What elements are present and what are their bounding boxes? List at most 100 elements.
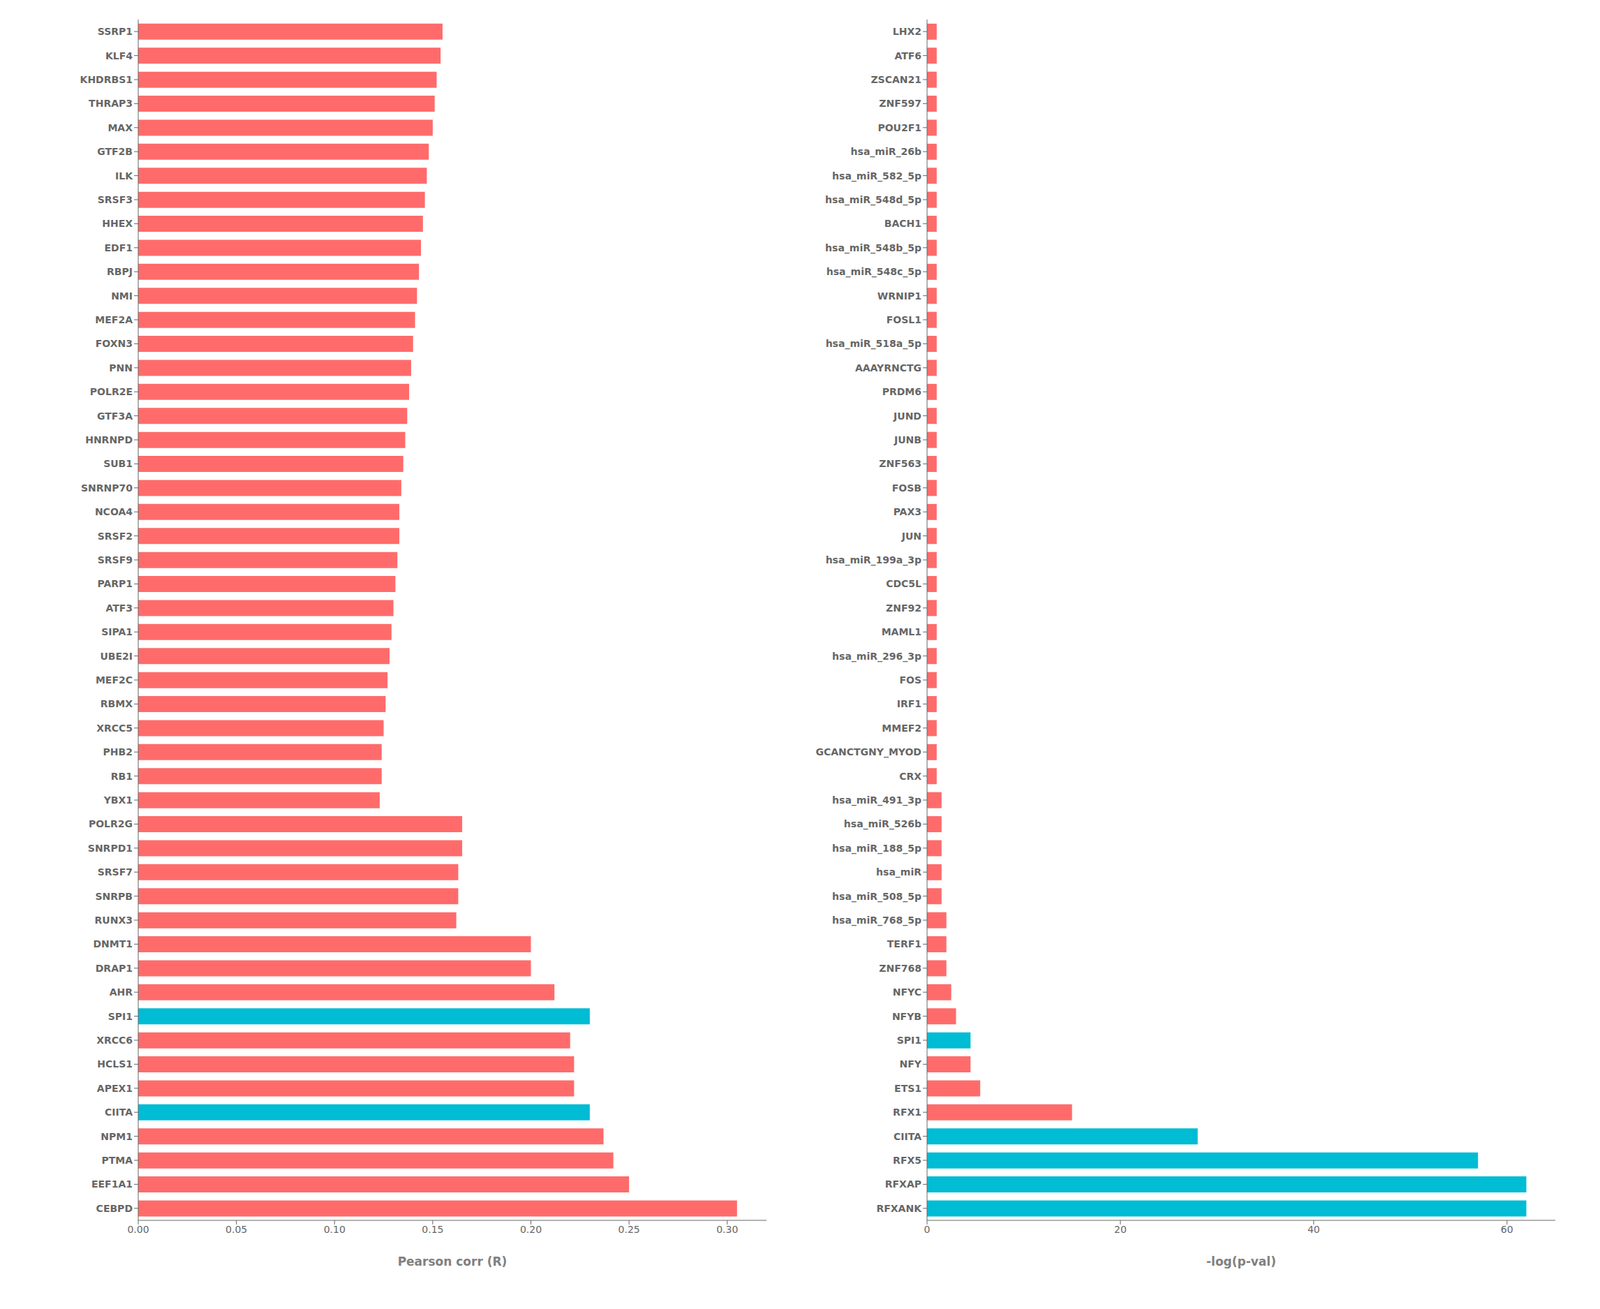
svg-text:NFYC: NFYC [892, 986, 922, 998]
svg-text:THRAP3: THRAP3 [88, 97, 133, 109]
svg-text:PNN: PNN [108, 362, 133, 374]
svg-text:SPI1: SPI1 [897, 1034, 922, 1046]
svg-text:0: 0 [924, 1223, 931, 1235]
svg-text:FOSL1: FOSL1 [886, 314, 922, 326]
svg-text:SRSF3: SRSF3 [97, 194, 133, 206]
svg-text:ZNF597: ZNF597 [878, 97, 922, 109]
svg-text:hsa_miR_518a_5p: hsa_miR_518a_5p [825, 337, 922, 350]
svg-text:JUN: JUN [901, 530, 922, 542]
svg-text:RBPJ: RBPJ [106, 265, 133, 278]
svg-text:XRCC6: XRCC6 [96, 1034, 133, 1046]
svg-text:PARP1: PARP1 [97, 578, 133, 590]
svg-text:NPM1: NPM1 [100, 1130, 133, 1143]
svg-text:ATF3: ATF3 [105, 602, 133, 614]
svg-text:GCANCTGNY_MYOD: GCANCTGNY_MYOD [815, 746, 922, 759]
svg-text:PTMA: PTMA [101, 1154, 133, 1166]
svg-text:FOSB: FOSB [892, 482, 922, 494]
svg-text:HHEX: HHEX [101, 217, 133, 229]
svg-text:SIPA1: SIPA1 [101, 626, 133, 638]
svg-text:hsa_miR: hsa_miR [876, 866, 922, 879]
svg-text:hsa_miR_188_5p: hsa_miR_188_5p [832, 842, 922, 855]
svg-text:CIITA: CIITA [893, 1130, 922, 1143]
svg-text:POLR2E: POLR2E [90, 386, 133, 398]
svg-text:KLF4: KLF4 [105, 50, 133, 62]
svg-text:20: 20 [1114, 1223, 1127, 1235]
svg-text:0.15: 0.15 [421, 1223, 444, 1235]
svg-text:0.30: 0.30 [716, 1223, 738, 1235]
svg-text:WRNIP1: WRNIP1 [877, 290, 922, 302]
svg-text:SPI1: SPI1 [108, 1010, 133, 1022]
svg-text:GTF2B: GTF2B [97, 145, 133, 158]
svg-text:CEBPD: CEBPD [96, 1202, 133, 1214]
svg-text:FOXN3: FOXN3 [95, 337, 133, 350]
svg-text:0.05: 0.05 [225, 1223, 248, 1235]
svg-text:ZSCAN21: ZSCAN21 [870, 73, 922, 86]
svg-text:RFX5: RFX5 [892, 1154, 922, 1166]
svg-text:hsa_miR_526b: hsa_miR_526b [843, 818, 922, 831]
svg-text:SRSF7: SRSF7 [97, 866, 133, 878]
svg-text:HCLS1: HCLS1 [97, 1058, 133, 1070]
svg-text:NFY: NFY [899, 1058, 923, 1070]
svg-text:SNRPD1: SNRPD1 [87, 842, 133, 854]
svg-text:MAML1: MAML1 [881, 626, 922, 638]
svg-text:PRDM6: PRDM6 [882, 386, 922, 398]
svg-text:YBX1: YBX1 [103, 794, 133, 806]
svg-text:BACH1: BACH1 [884, 217, 922, 229]
svg-text:hsa_miR_296_3p: hsa_miR_296_3p [832, 650, 922, 663]
svg-text:EEF1A1: EEF1A1 [91, 1178, 133, 1190]
svg-text:MAX: MAX [107, 122, 133, 134]
svg-text:LHX2: LHX2 [892, 25, 922, 37]
svg-text:DRAP1: DRAP1 [95, 962, 133, 974]
svg-text:0.10: 0.10 [323, 1223, 346, 1235]
svg-text:KHDRBS1: KHDRBS1 [80, 73, 133, 86]
svg-text:HNRNPD: HNRNPD [85, 434, 133, 446]
svg-text:SRSF9: SRSF9 [97, 554, 133, 566]
svg-text:MEF2A: MEF2A [94, 314, 133, 326]
svg-text:0.20: 0.20 [520, 1223, 542, 1235]
svg-text:RBMX: RBMX [100, 698, 133, 710]
svg-text:SSRP1: SSRP1 [97, 25, 133, 37]
svg-text:SRSF2: SRSF2 [97, 530, 133, 542]
svg-text:RFXANK: RFXANK [876, 1202, 923, 1214]
svg-text:RUNX3: RUNX3 [94, 914, 133, 926]
svg-text:MEF2C: MEF2C [95, 674, 133, 686]
svg-text:hsa_miR_26b: hsa_miR_26b [850, 145, 922, 158]
svg-text:CIITA: CIITA [104, 1106, 133, 1118]
svg-text:PAX3: PAX3 [893, 506, 922, 518]
svg-text:hsa_miR_491_3p: hsa_miR_491_3p [832, 794, 922, 807]
svg-text:0.00: 0.00 [127, 1223, 149, 1235]
svg-text:hsa_miR_508_5p: hsa_miR_508_5p [832, 890, 922, 903]
svg-text:NMI: NMI [110, 290, 133, 302]
svg-text:RB1: RB1 [110, 770, 133, 782]
svg-text:EDF1: EDF1 [104, 242, 134, 254]
svg-text:RFXAP: RFXAP [885, 1178, 922, 1190]
svg-text:PHB2: PHB2 [103, 746, 133, 758]
svg-text:APEX1: APEX1 [97, 1082, 133, 1094]
svg-text:RFX1: RFX1 [892, 1106, 922, 1118]
svg-text:AAAYRNCTG: AAAYRNCTG [855, 362, 922, 374]
svg-text:AHR: AHR [109, 986, 134, 998]
svg-text:XRCC5: XRCC5 [96, 722, 133, 734]
svg-text:DNMT1: DNMT1 [92, 938, 133, 950]
svg-text:IRF1: IRF1 [897, 698, 922, 710]
svg-text:MMEF2: MMEF2 [881, 722, 922, 734]
svg-text:FOS: FOS [899, 674, 922, 686]
svg-text:-log(p-val): -log(p-val) [1206, 1254, 1277, 1269]
svg-text:ILK: ILK [115, 170, 134, 182]
svg-text:GTF3A: GTF3A [97, 410, 133, 422]
svg-text:ETS1: ETS1 [894, 1082, 922, 1094]
svg-text:ZNF92: ZNF92 [885, 602, 922, 614]
svg-text:POU2F1: POU2F1 [877, 122, 922, 134]
svg-text:SUB1: SUB1 [103, 457, 133, 470]
svg-text:NCOA4: NCOA4 [94, 506, 133, 518]
svg-text:ATF6: ATF6 [894, 50, 922, 62]
svg-text:CRX: CRX [899, 770, 922, 782]
svg-text:hsa_miR_548d_5p: hsa_miR_548d_5p [825, 194, 922, 206]
svg-text:ZNF563: ZNF563 [878, 457, 922, 470]
svg-text:SNRPB: SNRPB [94, 890, 133, 902]
svg-text:hsa_miR_768_5p: hsa_miR_768_5p [832, 914, 922, 927]
svg-text:SNRNP70: SNRNP70 [80, 482, 133, 494]
svg-text:0.25: 0.25 [618, 1223, 641, 1235]
svg-text:hsa_miR_548c_5p: hsa_miR_548c_5p [826, 265, 922, 278]
svg-text:NFYB: NFYB [892, 1010, 922, 1022]
